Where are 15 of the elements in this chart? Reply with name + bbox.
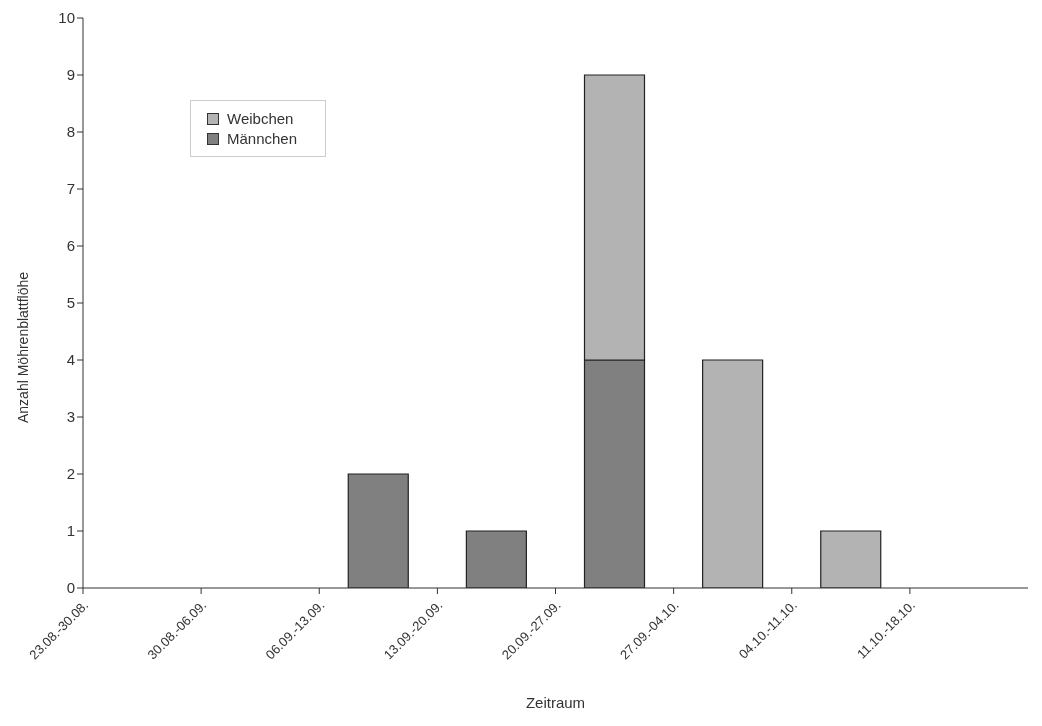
x-axis-title: Zeitraum	[525, 694, 586, 711]
y-axis-title: Anzahl Möhrenblattflöhe	[14, 271, 31, 423]
legend-label: Weibchen	[226, 110, 295, 127]
y-tick-label: 3	[66, 408, 75, 426]
y-tick-label: 5	[66, 294, 75, 312]
y-tick-label: 6	[66, 237, 75, 255]
y-tick-label: 9	[66, 66, 75, 84]
y-tick-label: 2	[66, 465, 75, 483]
y-tick-label: 1	[66, 522, 75, 540]
legend-label: Männchen	[226, 130, 298, 147]
y-tick-label: 4	[66, 351, 75, 369]
y-tick-label: 0	[66, 579, 75, 597]
y-tick-label: 8	[66, 123, 75, 141]
y-tick-label: 10	[58, 9, 75, 27]
y-tick-label: 7	[66, 180, 75, 198]
